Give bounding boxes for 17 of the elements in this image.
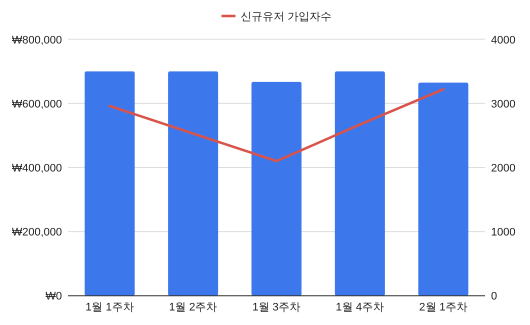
y2-tick-label: 4000: [491, 34, 516, 46]
y-tick-label: ₩800,000: [12, 34, 62, 46]
y-tick-label: ₩0: [46, 290, 62, 303]
x-tick-label: 1월 4주차: [336, 302, 384, 314]
x-tick-label: 1월 3주차: [252, 302, 301, 314]
x-tick-label: 1월 2주차: [168, 302, 218, 314]
y-tick-label: ₩400,000: [12, 162, 62, 174]
y2-tick-label: 0: [491, 290, 498, 303]
y2-tick-label: 3000: [491, 98, 516, 110]
line-series: [108, 88, 445, 162]
y2-tick-label: 2000: [491, 162, 516, 174]
y2-tick-label: 1000: [491, 226, 516, 239]
y-tick-label: ₩600,000: [12, 98, 62, 110]
y-tick-label: ₩200,000: [12, 226, 62, 239]
legend-label: 신규유저 가입자수: [240, 11, 332, 23]
x-tick-label: 2월 1주차: [419, 302, 468, 314]
x-tick-label: 1월 1주차: [86, 302, 134, 314]
